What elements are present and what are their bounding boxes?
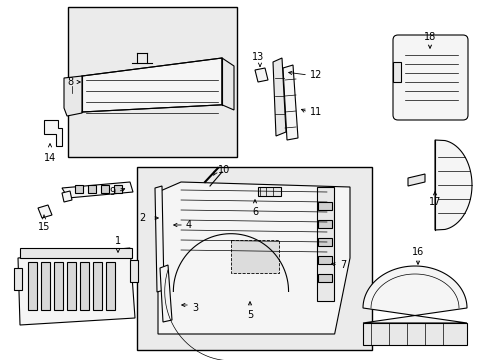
Text: 2: 2 [139, 213, 145, 223]
Text: 14: 14 [44, 153, 56, 163]
Polygon shape [62, 182, 133, 198]
Polygon shape [155, 186, 163, 292]
Bar [257, 186, 280, 196]
Text: 1: 1 [115, 236, 121, 246]
Bar [318, 238, 331, 246]
Text: 17: 17 [428, 197, 440, 207]
Polygon shape [434, 140, 471, 230]
Text: 10: 10 [218, 165, 230, 175]
Text: 9: 9 [110, 187, 116, 197]
Polygon shape [283, 65, 297, 140]
Bar [392, 62, 400, 82]
Polygon shape [407, 174, 424, 186]
Bar [93, 262, 102, 310]
Bar [318, 202, 331, 210]
Bar [130, 260, 138, 282]
Bar [28, 262, 37, 310]
Polygon shape [44, 120, 62, 146]
Bar [318, 274, 331, 282]
Bar [114, 185, 122, 193]
Text: 5: 5 [246, 310, 253, 320]
Text: 3: 3 [192, 303, 198, 313]
Bar [101, 185, 109, 193]
Bar [230, 240, 278, 273]
Text: 6: 6 [251, 207, 258, 217]
Text: 4: 4 [185, 220, 192, 230]
Text: 13: 13 [251, 52, 264, 62]
Polygon shape [18, 248, 135, 325]
Bar [317, 187, 333, 301]
Text: 7: 7 [339, 260, 346, 270]
FancyBboxPatch shape [392, 35, 467, 120]
Bar [14, 268, 22, 290]
Bar [88, 185, 96, 193]
Bar [318, 256, 331, 264]
Bar [80, 262, 89, 310]
Bar [362, 323, 466, 345]
Polygon shape [272, 58, 285, 136]
Bar [68, 7, 237, 157]
Text: 12: 12 [309, 70, 322, 80]
Polygon shape [62, 191, 72, 202]
Bar [318, 220, 331, 228]
Bar [137, 167, 371, 350]
Polygon shape [64, 76, 82, 116]
Bar [54, 262, 63, 310]
Polygon shape [254, 68, 267, 82]
Text: 11: 11 [309, 107, 322, 117]
Text: 18: 18 [423, 32, 435, 42]
Bar [20, 248, 132, 258]
Polygon shape [362, 266, 466, 323]
Text: 16: 16 [411, 247, 423, 257]
Bar [41, 262, 50, 310]
Polygon shape [160, 265, 172, 322]
Bar [106, 262, 115, 310]
Polygon shape [158, 182, 349, 334]
Bar [67, 262, 76, 310]
Text: 15: 15 [38, 222, 50, 232]
Polygon shape [222, 58, 234, 110]
Polygon shape [82, 58, 222, 112]
Text: 8: 8 [68, 77, 74, 87]
Bar [75, 185, 83, 193]
Polygon shape [38, 205, 52, 218]
